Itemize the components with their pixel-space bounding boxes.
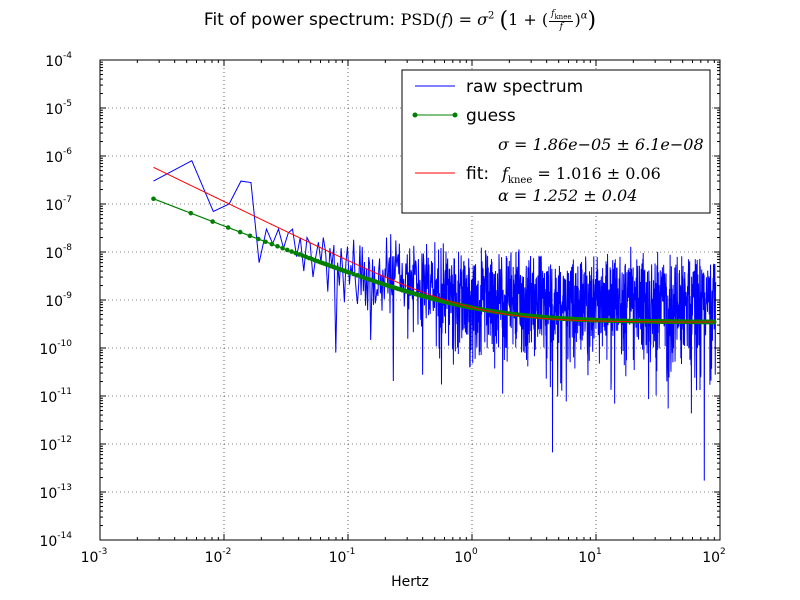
legend-box bbox=[401, 69, 711, 214]
chart-title-prefix: Fit of power spectrum: bbox=[203, 10, 396, 30]
guess-marker bbox=[289, 249, 294, 254]
y-tick-exponent: -4 bbox=[63, 51, 72, 61]
y-tick-exponent: -7 bbox=[63, 195, 72, 205]
x-tick-exponent: 0 bbox=[472, 547, 478, 557]
legend-guess-label: guess bbox=[466, 106, 516, 126]
x-tick-exponent: -2 bbox=[222, 547, 231, 557]
formula-sigma: σ bbox=[477, 10, 489, 29]
y-tick-label: 10-9 bbox=[45, 291, 72, 310]
x-tick-exponent: -3 bbox=[98, 547, 107, 557]
y-tick-exponent: -14 bbox=[57, 531, 72, 541]
fit-line bbox=[153, 166, 715, 323]
x-tick-label: 102 bbox=[702, 547, 726, 566]
x-tick-exponent: 1 bbox=[596, 547, 602, 557]
y-tick-exponent: -13 bbox=[57, 483, 72, 493]
raw-spectrum-line bbox=[153, 159, 717, 481]
axis-ticks bbox=[99, 59, 721, 541]
y-tick-label: 10-5 bbox=[45, 99, 72, 118]
y-tick-exponent: -5 bbox=[63, 99, 72, 109]
y-tick-label: 10-10 bbox=[39, 339, 72, 358]
formula-var: f bbox=[441, 10, 448, 29]
y-tick-exponent: -6 bbox=[63, 147, 72, 157]
formula-lhs: PSD( bbox=[400, 10, 442, 29]
chart-title: Fit of power spectrum: PSD(f) = σ2 (1 + … bbox=[0, 8, 800, 33]
guess-marker bbox=[347, 270, 352, 275]
y-tick-label: 10-6 bbox=[45, 147, 72, 166]
guess-marker bbox=[210, 219, 215, 224]
x-tick-label: 100 bbox=[454, 547, 478, 566]
formula-close: ) bbox=[574, 10, 581, 29]
x-tick-exponent: -1 bbox=[346, 547, 355, 557]
guess-marker bbox=[297, 252, 302, 257]
formula-alpha-exp: α bbox=[580, 10, 588, 22]
legend-fknee-value: = 1.016 ± 0.06 bbox=[532, 164, 661, 183]
guess-marker bbox=[275, 243, 280, 249]
guess-marker bbox=[280, 245, 285, 251]
legend-fknee-symbol: f bbox=[501, 164, 511, 183]
guess-marker bbox=[263, 239, 268, 245]
y-tick-label: 10-4 bbox=[45, 51, 72, 70]
guess-marker bbox=[225, 225, 231, 230]
guess-marker bbox=[354, 273, 360, 278]
x-tick-label: 10-1 bbox=[329, 547, 356, 566]
x-tick-exponent: 2 bbox=[720, 547, 726, 557]
formula-mid: ) = bbox=[447, 10, 478, 29]
data-series bbox=[151, 159, 717, 481]
chart-title-formula: PSD(f) = σ2 (1 + (fknee f)α) bbox=[400, 8, 597, 33]
guess-marker bbox=[351, 271, 356, 277]
legend-raw-label: raw spectrum bbox=[466, 77, 583, 97]
formula-sigma-exp: 2 bbox=[488, 10, 495, 22]
guess-marker bbox=[237, 229, 243, 235]
y-tick-label: 10-7 bbox=[45, 195, 72, 214]
guess-marker bbox=[247, 233, 253, 239]
y-tick-exponent: -11 bbox=[57, 387, 72, 397]
legend-fknee-line: fknee = 1.016 ± 0.06 bbox=[501, 164, 661, 186]
x-tick-label: 10-2 bbox=[205, 547, 232, 566]
y-tick-label: 10-11 bbox=[39, 387, 72, 406]
formula-fraction: fknee f bbox=[549, 8, 574, 33]
x-tick-label: 101 bbox=[578, 547, 602, 566]
y-tick-exponent: -8 bbox=[63, 243, 72, 253]
legend: raw spectrum guess σ = 1.86e−05 ± 6.1e−0… bbox=[401, 69, 711, 214]
guess-marker bbox=[269, 241, 275, 247]
frac-den: f bbox=[559, 22, 563, 33]
y-tick-exponent: -10 bbox=[57, 339, 72, 349]
y-tick-label: 10-14 bbox=[39, 531, 72, 550]
legend-sigma-line: σ = 1.86e−05 ± 6.1e−08 bbox=[498, 135, 704, 154]
guess-marker bbox=[293, 250, 298, 256]
legend-guess-marker bbox=[412, 112, 418, 118]
y-tick-label: 10-12 bbox=[39, 435, 72, 454]
x-axis-label: Hertz bbox=[391, 574, 429, 590]
formula-one-plus: 1 + ( bbox=[508, 10, 549, 29]
legend-fit-label: fit: bbox=[466, 164, 489, 184]
y-tick-exponent: -12 bbox=[57, 435, 72, 445]
x-tick-label: 10-3 bbox=[81, 547, 108, 566]
frac-num: f bbox=[551, 8, 555, 19]
legend-alpha-line: α = 1.252 ± 0.04 bbox=[498, 186, 637, 205]
legend-fknee-subscript: knee bbox=[508, 175, 532, 186]
y-tick-label: 10-8 bbox=[45, 243, 72, 262]
guess-marker bbox=[285, 247, 290, 253]
legend-guess-marker bbox=[452, 112, 458, 118]
guess-marker bbox=[255, 236, 261, 242]
frac-num-sub: knee bbox=[554, 12, 572, 21]
y-tick-exponent: -9 bbox=[63, 291, 72, 301]
guess-marker bbox=[188, 210, 194, 216]
guess-marker bbox=[151, 196, 156, 202]
y-tick-label: 10-13 bbox=[39, 483, 72, 502]
